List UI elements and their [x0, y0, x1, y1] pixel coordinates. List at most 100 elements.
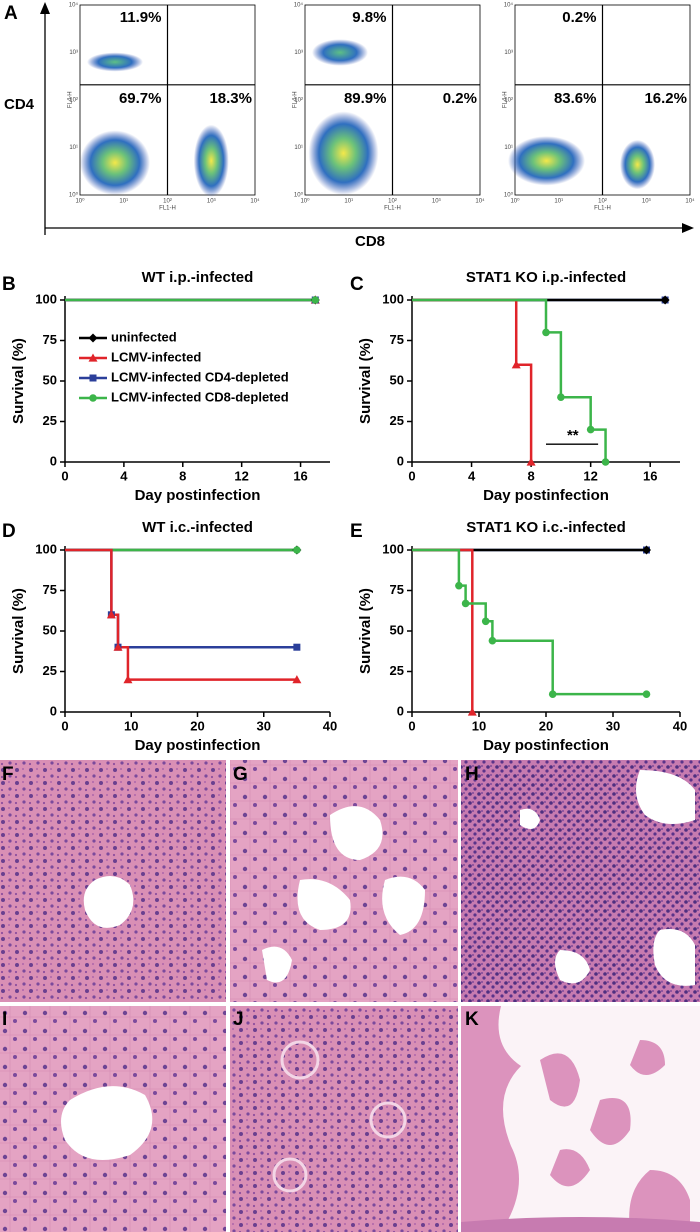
y-tick-label: 25: [390, 413, 404, 428]
panel-label: A: [4, 3, 18, 24]
x-tick-label: 10: [124, 718, 138, 733]
x-tick-label: 16: [293, 468, 307, 483]
survival-line: [412, 298, 533, 462]
marker: [511, 360, 521, 369]
x-tick-label: 20: [190, 718, 204, 733]
quadrant-percent: 83.6%: [554, 90, 597, 107]
panel-label: B: [2, 274, 16, 295]
marker: [642, 690, 651, 698]
x-tick-label: 4: [120, 468, 128, 483]
chart-title: WT i.c.-infected: [142, 519, 253, 536]
x-tick-label: 20: [539, 718, 553, 733]
legend-marker: [89, 374, 97, 382]
y-tick-label: 25: [43, 413, 57, 428]
x-tick-label: 0: [408, 468, 415, 483]
legend-entry: LCMV-infected: [111, 349, 201, 364]
marker: [526, 457, 536, 466]
y-tick-label: 100: [35, 291, 57, 306]
marker: [461, 599, 470, 608]
legend-entry: LCMV-infected CD4-depleted: [111, 369, 289, 384]
lumen: [262, 806, 425, 983]
marker: [660, 295, 670, 305]
panel-label: J: [233, 1009, 244, 1030]
marker: [292, 675, 302, 684]
marker: [455, 581, 463, 590]
chart-title: STAT1 KO i.c.-infected: [466, 519, 625, 536]
y-tick-label: 100: [35, 541, 57, 556]
flow-tick-label: 10⁰: [69, 192, 79, 199]
vessel: [61, 1086, 153, 1160]
flow-tick-label: 10³: [642, 199, 651, 205]
y-axis-label: Survival (%): [357, 338, 374, 424]
flow-channel: FL4-H: [293, 91, 299, 108]
marker: [467, 707, 477, 716]
x-tick-label: 30: [606, 718, 620, 733]
cell-population: [308, 111, 379, 195]
marker: [123, 675, 133, 684]
flow-tick-label: 10²: [388, 199, 397, 205]
quadrant-percent: 11.9%: [120, 9, 162, 26]
marker: [548, 690, 557, 698]
flow-tick-label: 10⁰: [504, 192, 514, 199]
x-tick-label: 0: [61, 718, 68, 733]
flow-tick-label: 10⁴: [69, 2, 79, 9]
quadrant-percent: 0.2%: [562, 9, 596, 26]
legend-marker: [88, 353, 98, 362]
y-tick-label: 75: [43, 582, 57, 597]
flow-channel: FL1-H: [384, 206, 401, 212]
flow-channel: FL1-H: [159, 206, 176, 212]
glomerulus: [272, 1157, 308, 1193]
flow-tick-label: 10¹: [119, 199, 128, 205]
flow-tick-label: 10²: [294, 98, 303, 104]
cell-population: [620, 139, 655, 190]
flow-tick-label: 10¹: [344, 199, 353, 205]
y-tick-label: 0: [397, 703, 404, 718]
flow-tick-label: 10⁰: [294, 192, 304, 199]
panel-label: G: [233, 764, 248, 785]
marker: [542, 328, 550, 337]
flow-tick-label: 10⁴: [685, 198, 695, 205]
panel-label: E: [350, 521, 363, 542]
y-axis-label: Survival (%): [10, 588, 27, 674]
y-tick-label: 25: [43, 663, 57, 678]
x-axis-label: Day postinfection: [483, 487, 609, 504]
y-axis-label: Survival (%): [10, 338, 27, 424]
quadrant-percent: 9.8%: [352, 9, 386, 26]
x-tick-label: 8: [179, 468, 186, 483]
x-tick-label: 40: [673, 718, 687, 733]
marker: [488, 636, 497, 645]
x-tick-label: 0: [61, 468, 68, 483]
flow-tick-label: 10¹: [294, 145, 303, 151]
flow-tick-label: 10⁰: [75, 198, 85, 205]
quadrant-percent: 16.2%: [644, 90, 687, 107]
flow-channel: FL1-H: [594, 206, 611, 212]
flow-y-label: CD4: [4, 96, 35, 113]
cell-population: [312, 39, 368, 66]
y-tick-label: 50: [390, 622, 404, 637]
y-axis-label: Survival (%): [357, 588, 374, 674]
x-tick-label: 8: [527, 468, 534, 483]
flow-tick-label: 10³: [69, 50, 78, 56]
x-axis-label: Day postinfection: [483, 737, 609, 754]
histology-image: [230, 760, 458, 1002]
flow-tick-label: 10²: [163, 199, 172, 205]
x-tick-label: 16: [643, 468, 657, 483]
flow-tick-label: 10¹: [504, 145, 513, 151]
legend-entry: uninfected: [111, 329, 177, 344]
panel-label: C: [350, 274, 364, 295]
alveolus: [520, 770, 695, 986]
flow-tick-label: 10²: [504, 98, 513, 104]
y-tick-label: 25: [390, 663, 404, 678]
flow-tick-label: 10⁴: [504, 2, 514, 9]
flow-channel: FL4-H: [68, 91, 74, 108]
flow-x-label: CD8: [355, 233, 385, 250]
arrow-head: [40, 2, 50, 14]
panel-label: K: [465, 1009, 479, 1030]
y-tick-label: 75: [390, 332, 404, 347]
quadrant-percent: 69.7%: [119, 90, 162, 107]
marker: [557, 393, 565, 402]
flow-tick-label: 10⁴: [250, 198, 260, 205]
flow-tick-label: 10⁰: [510, 198, 520, 205]
marker: [601, 458, 610, 466]
